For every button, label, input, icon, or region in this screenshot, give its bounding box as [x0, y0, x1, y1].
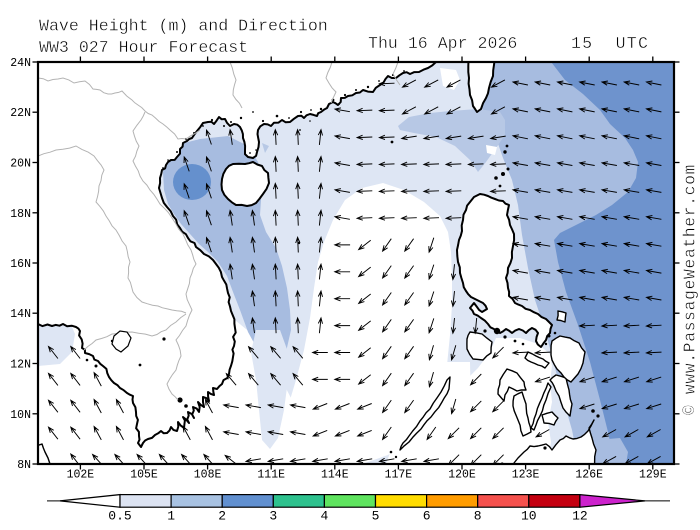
svg-text:111E: 111E — [257, 469, 285, 482]
svg-text:8N: 8N — [17, 459, 31, 472]
svg-text:16N: 16N — [10, 258, 31, 271]
svg-text:12: 12 — [572, 509, 588, 524]
svg-text:Wave Height (m) and Direction: Wave Height (m) and Direction — [39, 17, 328, 36]
svg-text:5: 5 — [372, 509, 380, 524]
svg-text:123E: 123E — [512, 469, 540, 482]
svg-text:126E: 126E — [575, 469, 603, 482]
svg-text:1: 1 — [167, 509, 175, 524]
svg-text:105E: 105E — [130, 469, 158, 482]
svg-text:120E: 120E — [448, 469, 476, 482]
svg-text:6: 6 — [423, 509, 431, 524]
svg-text:108E: 108E — [194, 469, 222, 482]
svg-text:114E: 114E — [321, 469, 349, 482]
svg-text:14N: 14N — [10, 308, 31, 321]
svg-text:10: 10 — [521, 509, 537, 524]
svg-text:22N: 22N — [10, 107, 31, 120]
svg-text:0.5: 0.5 — [108, 509, 131, 524]
svg-text:3: 3 — [269, 509, 277, 524]
svg-text:10N: 10N — [10, 409, 31, 422]
svg-text:117E: 117E — [385, 469, 413, 482]
svg-text:18N: 18N — [10, 208, 31, 221]
svg-text:20N: 20N — [10, 158, 31, 171]
svg-text:8: 8 — [474, 509, 482, 524]
svg-text:Thu 16 Apr 2026: Thu 16 Apr 2026 — [368, 34, 517, 53]
svg-text:WW3 027 Hour Forecast: WW3 027 Hour Forecast — [39, 38, 248, 57]
svg-text:12N: 12N — [10, 359, 31, 372]
svg-text:2: 2 — [218, 509, 226, 524]
svg-text:129E: 129E — [639, 469, 667, 482]
svg-text:4: 4 — [320, 509, 328, 524]
svg-text:© www.PassageWeather.com: © www.PassageWeather.com — [682, 164, 700, 415]
svg-text:24N: 24N — [10, 57, 31, 70]
svg-text:15 UTC: 15 UTC — [571, 34, 649, 53]
svg-text:102E: 102E — [67, 469, 95, 482]
